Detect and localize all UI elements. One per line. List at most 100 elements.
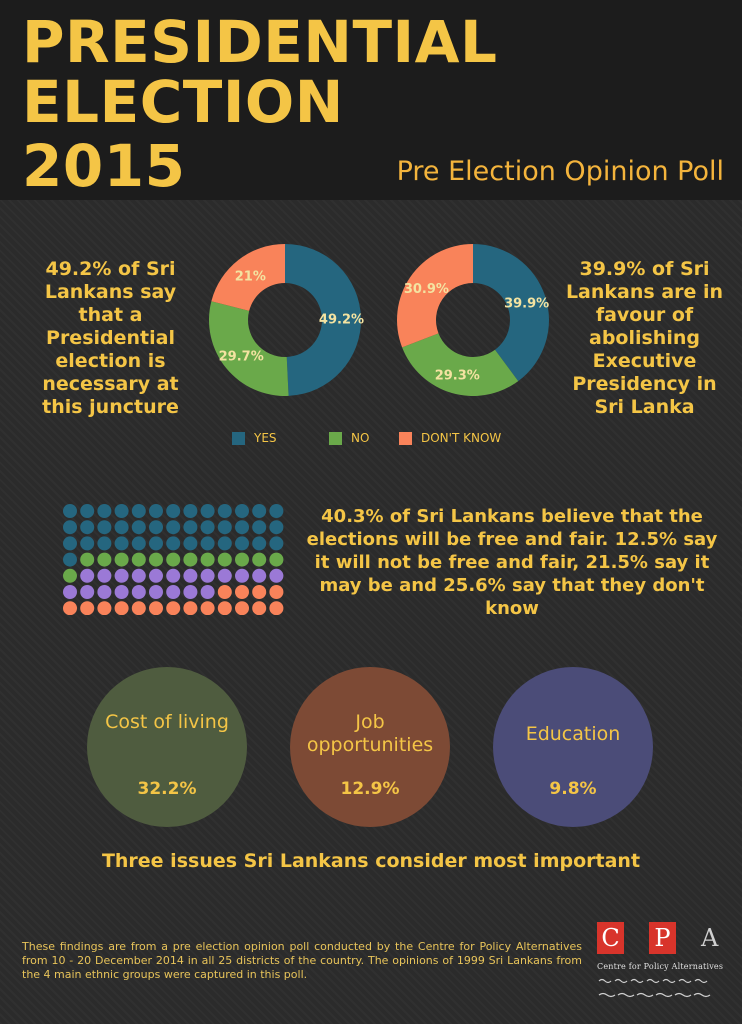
issue-value: 12.9% <box>340 779 400 799</box>
waffle-dot-may-be <box>97 585 112 599</box>
waffle-dot-don-t-know <box>235 601 249 615</box>
waffle-dot-don-t-know <box>80 601 95 615</box>
waffle-dot-may-be <box>200 585 215 599</box>
waffle-dot-free-and-fair <box>80 536 95 551</box>
logo-letter-a: A <box>701 924 719 952</box>
waffle-dot-don-t-know <box>183 601 198 615</box>
legend-label-no: NO <box>351 431 370 445</box>
footnote: These findings are from a pre election o… <box>22 940 582 981</box>
waffle-dot-not-free-and-fair <box>252 552 267 567</box>
waffle-dot-may-be <box>80 585 95 599</box>
waffle-dot-may-be <box>114 568 129 583</box>
waffle-dot-may-be <box>235 568 249 583</box>
waffle-dot-free-and-fair <box>166 504 181 518</box>
waffle-dot-free-and-fair <box>252 536 267 551</box>
waffle-dot-don-t-know <box>63 601 77 615</box>
logo-org-name: Centre for Policy Alternatives <box>597 962 724 971</box>
waffle-dot-free-and-fair <box>149 504 163 518</box>
waffle-dot-don-t-know <box>166 601 181 615</box>
waffle-dot-free-and-fair <box>269 520 284 535</box>
waffle-dot-not-free-and-fair <box>80 552 95 567</box>
legend-label-dont-know: DON'T KNOW <box>421 431 502 445</box>
waffle-dot-not-free-and-fair <box>114 552 129 567</box>
waffle-dot-not-free-and-fair <box>235 552 249 567</box>
waffle-dot-may-be <box>217 568 232 583</box>
waffle-dot-not-free-and-fair <box>149 552 163 567</box>
subtitle: Pre Election Opinion Poll <box>396 156 724 187</box>
waffle-dot-free-and-fair <box>63 504 77 518</box>
title-line-3: 2015 <box>22 132 186 200</box>
waffle-dot-don-t-know <box>269 585 284 599</box>
title-line-2: ELECTION <box>22 68 344 136</box>
waffle-dot-free-and-fair <box>217 536 232 551</box>
waffle-dot-free-and-fair <box>166 520 181 535</box>
waffle-dot-free-and-fair <box>269 536 284 551</box>
waffle-dot-may-be <box>183 568 198 583</box>
waffle-dot-not-free-and-fair <box>166 552 181 567</box>
waffle-dot-don-t-know <box>235 585 249 599</box>
waffle-dot-not-free-and-fair <box>131 552 146 567</box>
donut1-slice-label: 49.2% <box>319 313 364 328</box>
waffle-dot-may-be <box>114 585 129 599</box>
waffle-dot-may-be <box>183 585 198 599</box>
waffle-dot-free-and-fair <box>217 520 232 535</box>
issue-label: Job opportunities <box>306 711 434 756</box>
waffle-dot-free-and-fair <box>149 536 163 551</box>
waffle-dot-don-t-know <box>252 601 267 615</box>
waffle-dot-free-and-fair <box>114 504 129 518</box>
waffle-dot-don-t-know <box>200 601 215 615</box>
waffle-chart-free-and-fair <box>63 504 284 615</box>
donut1-slice-label: 21% <box>235 269 266 284</box>
waffle-dot-may-be <box>166 568 181 583</box>
legend-swatch-yes <box>232 431 245 445</box>
poll1-text: 49.2% of Sri Lankans say that a Presiden… <box>42 258 179 418</box>
waffle-dot-free-and-fair <box>252 520 267 535</box>
waffle-dot-may-be <box>149 568 163 583</box>
waffle-dot-don-t-know <box>217 601 232 615</box>
logo-letter-p: P <box>649 922 676 954</box>
waffle-dot-free-and-fair <box>131 520 146 535</box>
donut2-slice-yes <box>473 244 549 382</box>
donut1-slice-label: 29.7% <box>219 350 264 365</box>
waffle-dot-don-t-know <box>269 601 284 615</box>
waffle-dot-may-be <box>166 585 181 599</box>
issue-value: 9.8% <box>549 779 597 799</box>
issue-value: 32.2% <box>137 779 197 799</box>
issues-caption: Three issues Sri Lankans consider most i… <box>101 850 641 872</box>
waffle-dot-free-and-fair <box>63 536 77 551</box>
waffle-dot-free-and-fair <box>114 536 129 551</box>
issue-circle-cost-of-living: Cost of living 32.2% <box>87 667 247 827</box>
waffle-dot-don-t-know <box>217 585 232 599</box>
waffle-dot-free-and-fair <box>200 504 215 518</box>
waffle-dot-free-and-fair <box>80 504 95 518</box>
waffle-dot-free-and-fair <box>235 536 249 551</box>
issue-circle-job-opportunities: Job opportunities 12.9% <box>290 667 450 827</box>
donut2-slice-no <box>402 333 519 396</box>
cpa-logo: C P A Centre for Policy Alternatives <box>597 920 727 1010</box>
waffle-dot-not-free-and-fair <box>217 552 232 567</box>
waffle-dot-free-and-fair <box>131 504 146 518</box>
waffle-dot-not-free-and-fair <box>63 568 77 583</box>
legend-label-yes: YES <box>254 431 277 445</box>
waffle-dot-free-and-fair <box>80 520 95 535</box>
waffle-dot-free-and-fair <box>97 536 112 551</box>
legend: YES NO DON'T KNOW <box>232 431 552 451</box>
waffle-dot-free-and-fair <box>149 520 163 535</box>
donut-chart-election-necessary: 49.2% 29.7% 21% <box>209 244 364 396</box>
waffle-dot-not-free-and-fair <box>200 552 215 567</box>
waffle-dot-don-t-know <box>149 601 163 615</box>
waffle-dot-free-and-fair <box>97 520 112 535</box>
waffle-dot-free-and-fair <box>97 504 112 518</box>
waffle-dot-not-free-and-fair <box>183 552 198 567</box>
waffle-dot-free-and-fair <box>183 504 198 518</box>
donut2-slice-label: 39.9% <box>504 296 549 311</box>
waffle-dot-may-be <box>131 568 146 583</box>
waffle-dot-free-and-fair <box>63 552 77 567</box>
waffle-text: 40.3% of Sri Lankans believe that the el… <box>306 506 718 619</box>
waffle-dot-may-be <box>200 568 215 583</box>
waffle-dot-free-and-fair <box>166 536 181 551</box>
waffle-dot-free-and-fair <box>63 520 77 535</box>
legend-item-dont-know: DON'T KNOW <box>399 431 501 445</box>
issue-label: Cost of living <box>105 711 229 733</box>
waffle-dot-free-and-fair <box>217 504 232 518</box>
